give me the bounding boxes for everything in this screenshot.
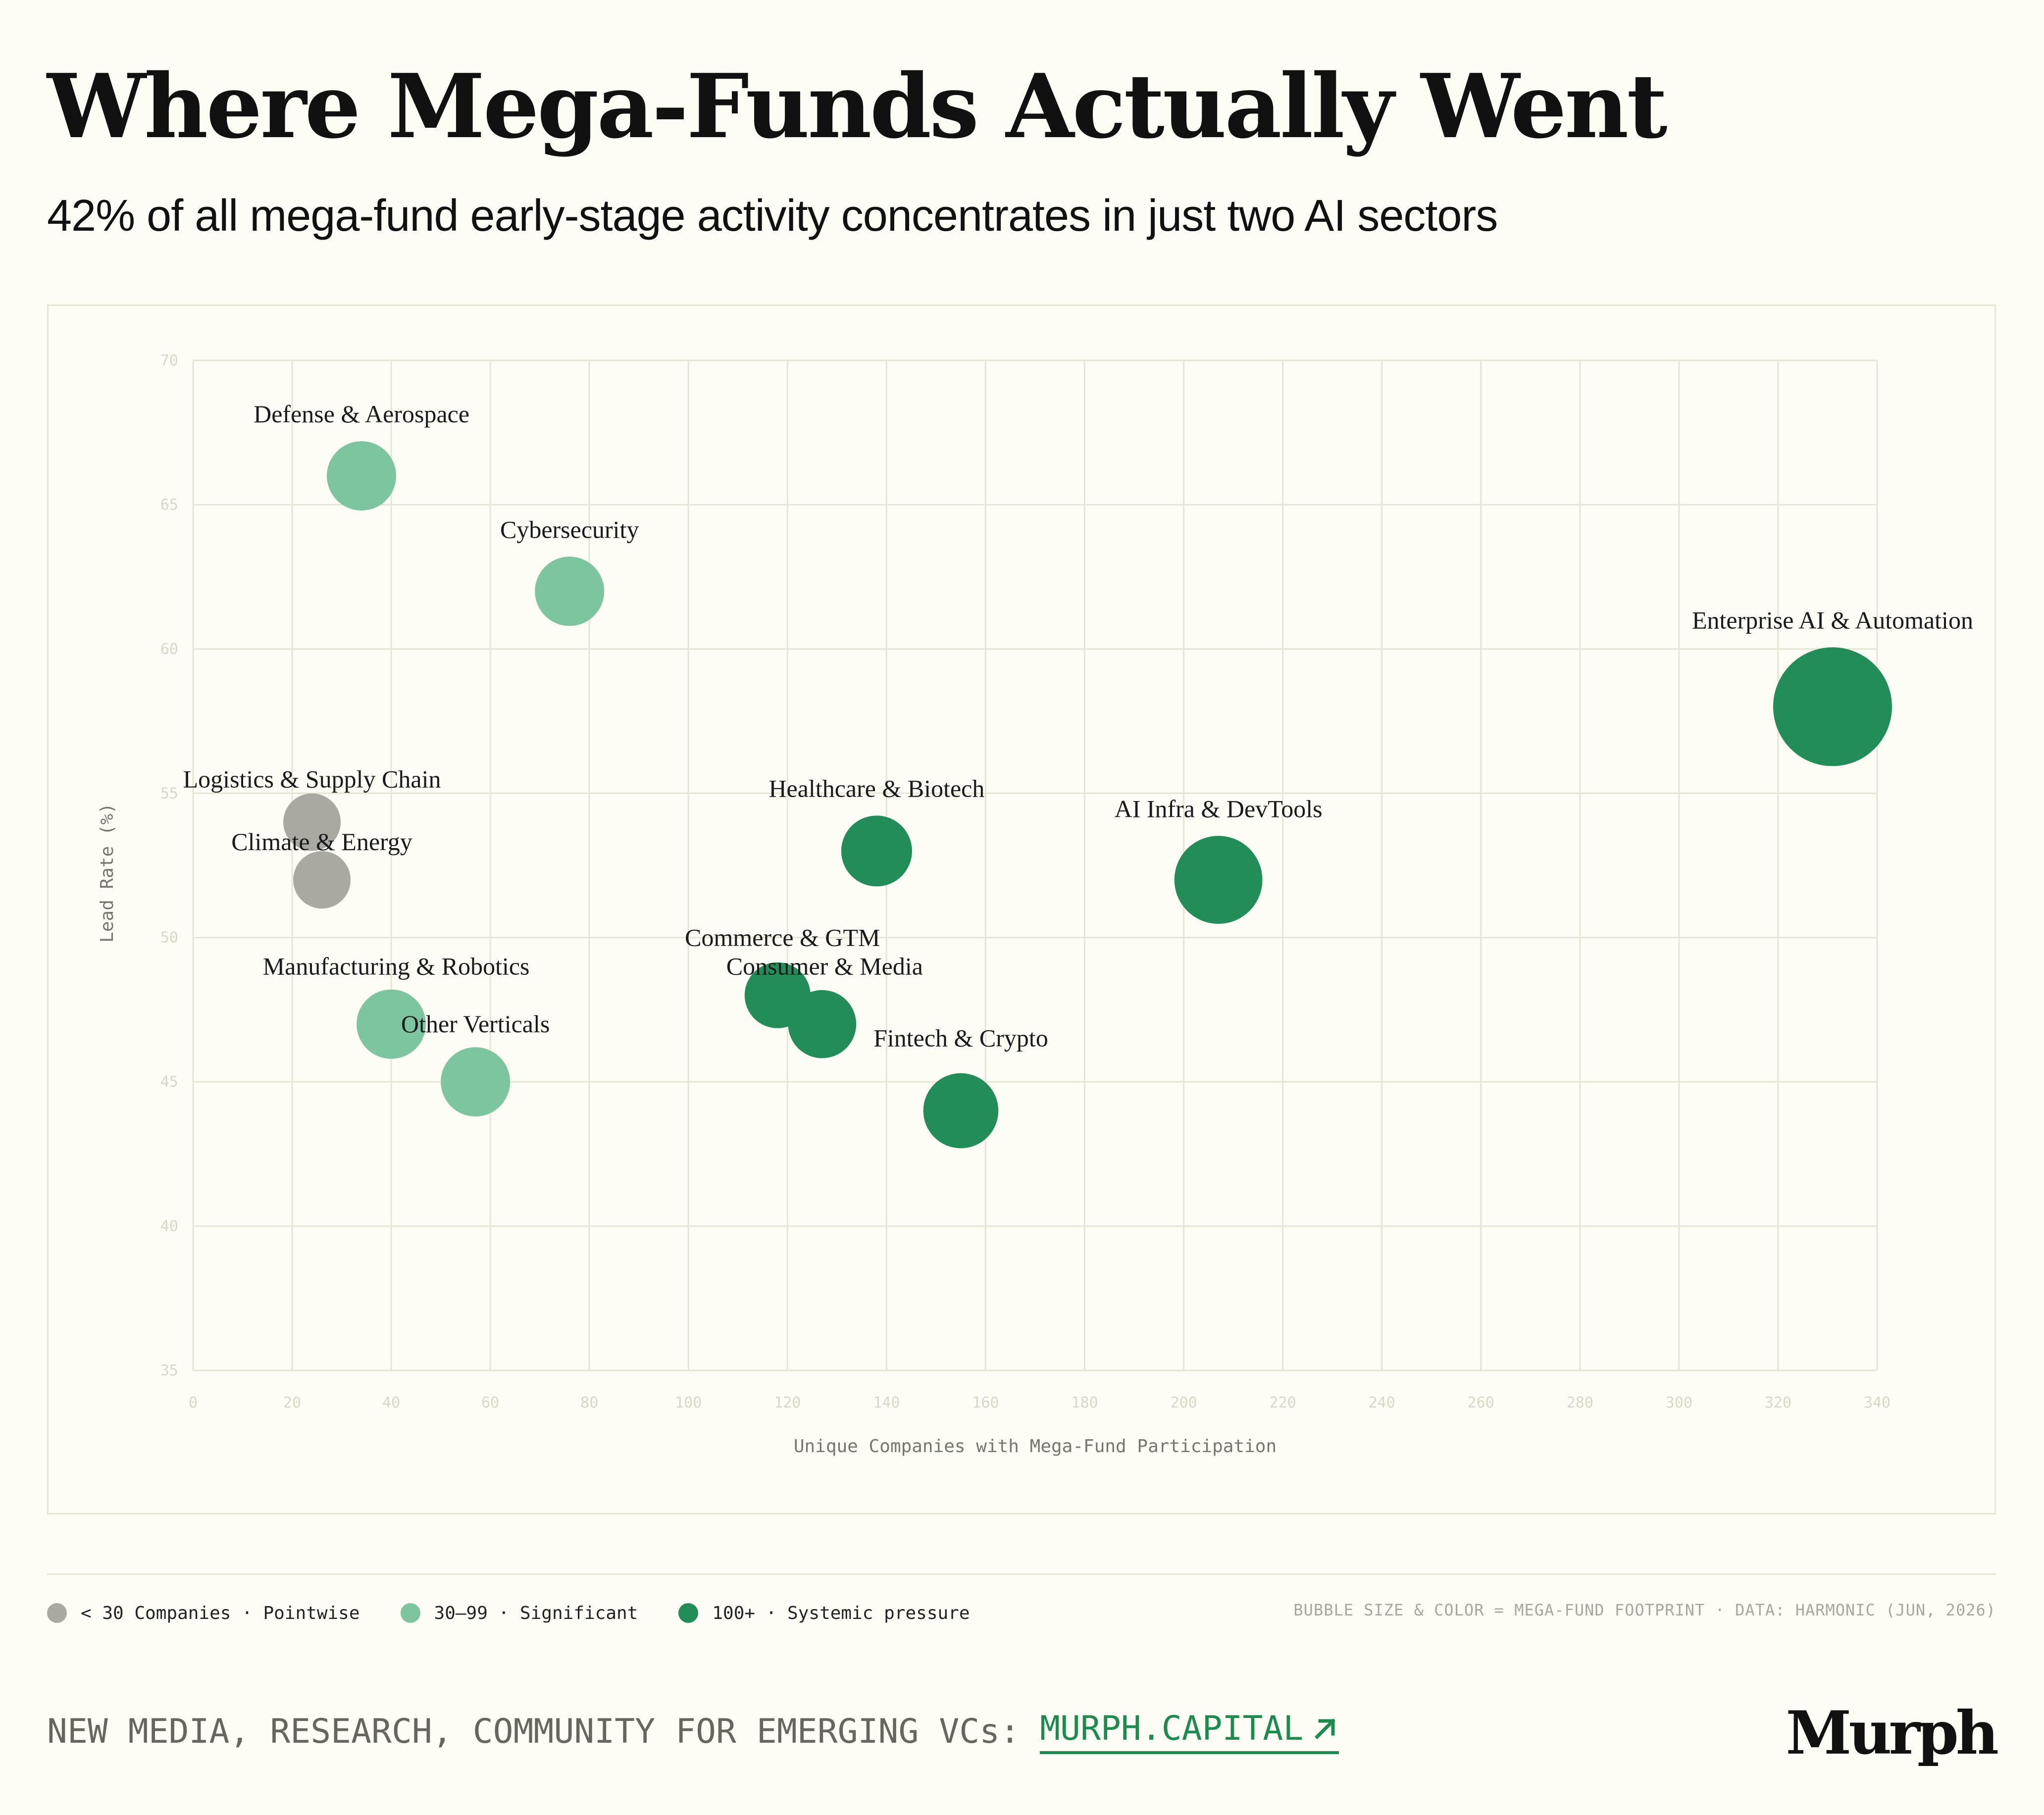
bubble-label: Commerce & GTM [685, 923, 880, 951]
x-tick-label: 0 [189, 1394, 198, 1412]
x-tick-label: 200 [1170, 1394, 1197, 1412]
footer: NEW MEDIA, RESEARCH, COMMUNITY FOR EMERG… [47, 1709, 1339, 1754]
legend-item-significant: 30–99 · Significant [400, 1603, 638, 1623]
y-tick-label: 50 [160, 929, 178, 947]
bubble-point [283, 793, 341, 851]
x-tick-label: 260 [1468, 1394, 1494, 1412]
bubble-label: Climate & Energy [231, 828, 412, 856]
bubble-point [357, 989, 426, 1059]
bubble-label: Fintech & Crypto [873, 1024, 1048, 1052]
footer-text: NEW MEDIA, RESEARCH, COMMUNITY FOR EMERG… [47, 1712, 1021, 1751]
bubble-point [327, 441, 397, 511]
legend-label-systemic: 100+ · Systemic pressure [712, 1603, 970, 1623]
bubble-label: Logistics & Supply Chain [183, 765, 441, 793]
x-tick-label: 40 [382, 1394, 400, 1412]
bubble-label: Other Verticals [401, 1010, 550, 1038]
bubble-label: Healthcare & Biotech [768, 774, 984, 802]
y-tick-label: 45 [160, 1073, 178, 1091]
bubble-point [788, 990, 857, 1059]
y-tick-label: 55 [160, 785, 178, 802]
legend-label-small: < 30 Companies · Pointwise [81, 1603, 360, 1623]
legend-dot-small [47, 1603, 67, 1623]
x-tick-label: 220 [1270, 1394, 1296, 1412]
legend-item-small: < 30 Companies · Pointwise [47, 1603, 360, 1623]
x-axis-label: Unique Companies with Mega-Fund Particip… [794, 1436, 1277, 1457]
x-tick-label: 320 [1765, 1394, 1791, 1412]
bubble-chart: 0 20 40 60 80 100 120 140 160 180 200 220 240 260 280 3… [97, 352, 1973, 1457]
arrow-up-right-icon [1315, 1718, 1336, 1739]
x-tick-label: 280 [1567, 1394, 1593, 1412]
x-tick-label: 80 [580, 1394, 598, 1412]
x-tick-label: 20 [283, 1394, 301, 1412]
x-tick-label: 240 [1369, 1394, 1395, 1412]
y-tick-label: 40 [160, 1218, 178, 1235]
legend-label-significant: 30–99 · Significant [434, 1603, 638, 1623]
legend-dot-systemic [678, 1603, 699, 1623]
bubble-point [1773, 647, 1892, 766]
bubble-label: Consumer & Media [726, 953, 923, 980]
source-note: BUBBLE SIZE & COLOR = MEGA-FUND FOOTPRIN… [1293, 1601, 1996, 1619]
x-tick-label: 300 [1666, 1394, 1692, 1412]
bubble-point [293, 851, 351, 909]
bubble-point [1174, 836, 1263, 924]
x-tick-label: 140 [873, 1394, 900, 1412]
y-axis-label: Lead Rate (%) [97, 803, 117, 943]
bubble-label: Manufacturing & Robotics [263, 953, 530, 980]
y-tick-label: 70 [160, 352, 178, 369]
bubble-point [923, 1073, 999, 1149]
x-tick-label: 160 [972, 1394, 999, 1412]
x-tick-label: 180 [1071, 1394, 1098, 1412]
bubble-point [441, 1047, 511, 1117]
y-tick-label: 65 [160, 496, 178, 513]
x-tick-label: 340 [1864, 1394, 1891, 1412]
legend: < 30 Companies · Pointwise 30–99 · Signi… [47, 1598, 1011, 1628]
legend-item-systemic: 100+ · Systemic pressure [678, 1603, 970, 1623]
x-tick-label: 100 [675, 1394, 702, 1412]
brand-logo: Murph [1786, 1698, 1999, 1768]
murph-capital-link[interactable]: MURPH.CAPITAL [1040, 1709, 1339, 1754]
legend-divider [47, 1573, 1996, 1575]
bubble-point [841, 815, 912, 887]
x-tick-label: 120 [774, 1394, 801, 1412]
bubble-point [535, 556, 605, 626]
page-subtitle: 42% of all mega-fund early-stage activit… [47, 191, 1498, 241]
bubble-label: AI Infra & DevTools [1115, 795, 1323, 822]
legend-dot-significant [400, 1603, 420, 1623]
bubble-label: Enterprise AI & Automation [1692, 606, 1973, 634]
y-tick-label: 60 [160, 641, 178, 658]
footer-link-label: MURPH.CAPITAL [1040, 1709, 1304, 1748]
bubble-label: Cybersecurity [500, 515, 639, 543]
bubble-label: Defense & Aerospace [254, 400, 469, 428]
x-tick-label: 60 [481, 1394, 499, 1412]
chart-panel: 0 20 40 60 80 100 120 140 160 180 200 220 240 260 280 3… [47, 304, 1996, 1514]
page-title: Where Mega-Funds Actually Went [47, 54, 1668, 158]
y-tick-label: 35 [160, 1362, 178, 1379]
